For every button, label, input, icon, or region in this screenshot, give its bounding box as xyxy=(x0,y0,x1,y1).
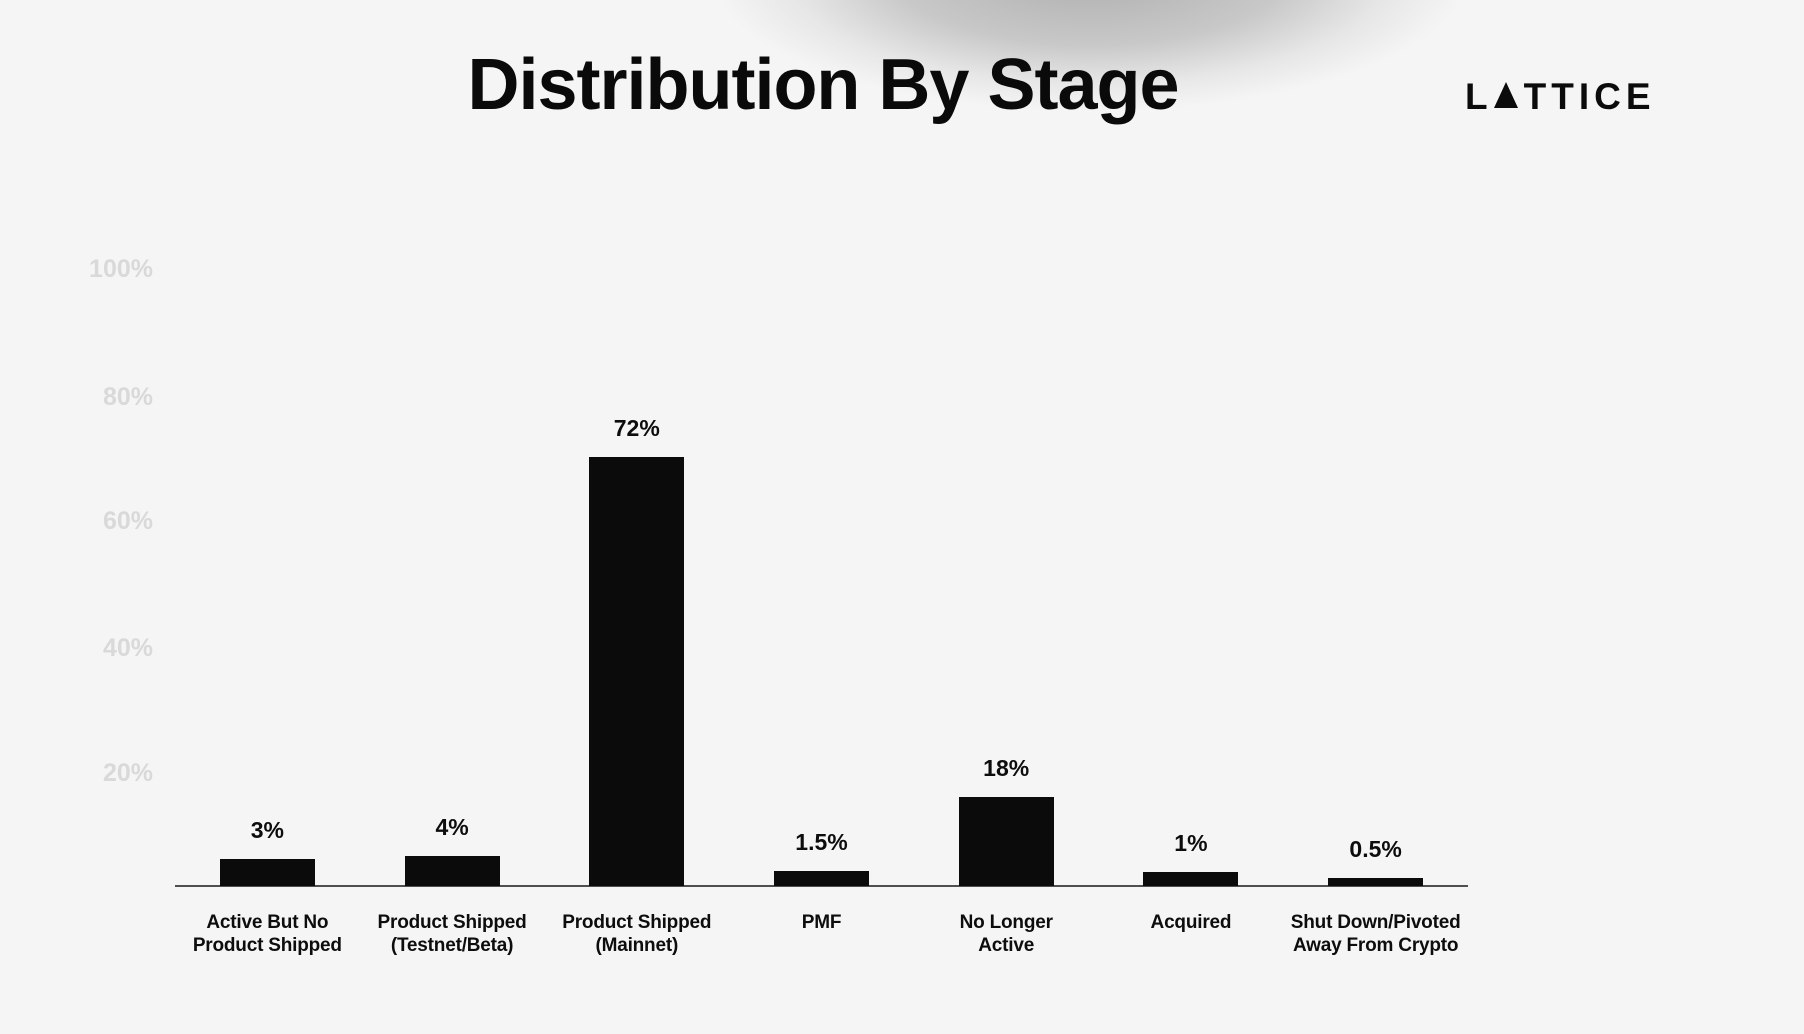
category-label-line: Product Shipped xyxy=(192,935,342,956)
bar-value-label: 18% xyxy=(983,755,1030,781)
y-axis-tick-label: 60% xyxy=(102,507,153,535)
category-label-line: (Mainnet) xyxy=(595,935,679,956)
bar-category-label: No Longer Active xyxy=(906,911,1106,957)
bar-value-label: 1.5% xyxy=(795,829,848,855)
bar xyxy=(958,797,1054,886)
logo-letter: T xyxy=(1523,76,1547,117)
category-label-line: Product Shipped xyxy=(562,912,712,933)
bar xyxy=(589,457,685,886)
bar-value-label: 0.5% xyxy=(1349,836,1402,862)
triangle-icon xyxy=(1493,82,1518,108)
logo-letter: C xyxy=(1594,76,1621,117)
bar xyxy=(1143,872,1239,886)
bar xyxy=(219,859,315,886)
category-label-line: No Longer xyxy=(959,912,1053,933)
category-label-line: Acquired xyxy=(1150,912,1232,933)
bar-category-label: Active But No Product Shipped xyxy=(167,911,367,957)
y-axis-tick-label: 40% xyxy=(102,634,153,662)
logo-letter: T xyxy=(1551,76,1574,117)
bar-value-label: 4% xyxy=(435,814,469,840)
category-label-line: Away From Crypto xyxy=(1292,935,1459,956)
bar xyxy=(1328,878,1424,886)
bar xyxy=(404,856,500,886)
bar-category-label: Product Shipped (Testnet/Beta) xyxy=(352,911,552,957)
y-axis-tick-label: 20% xyxy=(102,759,153,787)
category-label-line: PMF xyxy=(801,912,842,933)
y-axis-tick-label: 80% xyxy=(102,383,153,411)
category-label-line: Active But No xyxy=(206,912,329,933)
x-axis-line xyxy=(175,885,1468,887)
logo-letter: E xyxy=(1625,76,1651,117)
y-axis-tick-label: 100% xyxy=(89,255,153,283)
logo-letter: L xyxy=(1465,76,1488,117)
category-label-line: Product Shipped xyxy=(377,912,527,933)
bar-category-label: Shut Down/Pivoted Away From Crypto xyxy=(1276,911,1476,957)
category-label-line: (Testnet/Beta) xyxy=(390,935,514,956)
bar-value-label: 3% xyxy=(250,817,284,843)
bar-category-label: Product Shipped (Mainnet) xyxy=(537,911,737,957)
page-title: Distribution By Stage xyxy=(467,45,1179,125)
category-label-line: Active xyxy=(978,935,1035,956)
bar-value-label: 72% xyxy=(613,415,660,441)
logo-letter: I xyxy=(1578,76,1590,117)
bar-category-label: Acquired xyxy=(1091,911,1291,934)
category-label-line: Shut Down/Pivoted xyxy=(1290,912,1461,933)
bar-category-label: PMF xyxy=(722,911,922,934)
bar xyxy=(774,871,869,886)
bar-value-label: 1% xyxy=(1174,830,1208,856)
